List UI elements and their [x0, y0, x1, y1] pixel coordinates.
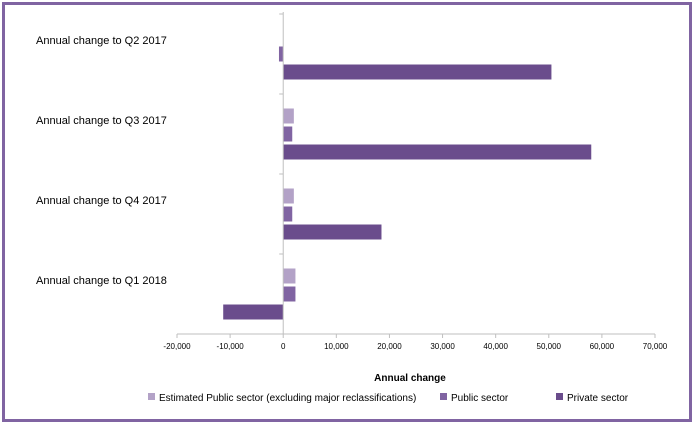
category-label-3: Annual change to Q4 2017	[36, 195, 167, 207]
x-tick-label-9: 60,000	[590, 342, 615, 351]
category-label-1: Annual change to Q2 2017	[36, 35, 167, 47]
legend-swatch-3	[556, 393, 563, 400]
category-label-2: Annual change to Q3 2017	[36, 115, 167, 127]
category-label-4: Annual change to Q1 2018	[36, 275, 167, 287]
x-tick-label-2: -10,000	[217, 342, 245, 351]
bar-1-4	[283, 268, 296, 284]
bar-3-4	[223, 304, 284, 320]
x-tick-label-4: 10,000	[324, 342, 349, 351]
x-tick-label-5: 20,000	[377, 342, 402, 351]
axes-group	[176, 12, 656, 338]
legend-swatch-1	[148, 393, 155, 400]
x-tick-label-3: 0	[281, 342, 286, 351]
x-tick-label-10: 70,000	[643, 342, 668, 351]
legend-label-2: Public sector	[451, 393, 509, 404]
bar-2-1	[278, 46, 284, 62]
legend-swatch-2	[440, 393, 447, 400]
legend-label-1: Estimated Public sector (excluding major…	[159, 393, 416, 404]
x-tick-label-6: 30,000	[430, 342, 455, 351]
bar-1-2	[283, 108, 294, 124]
x-tick-label-8: 50,000	[537, 342, 562, 351]
bar-3-3	[283, 224, 382, 240]
category-labels: Annual change to Q2 2017 Annual change to…	[36, 35, 167, 287]
legend-label-3: Private sector	[567, 393, 629, 404]
tick-labels: -20,000 -10,000 0 10,000 20,000 30,000 40,000 5…	[163, 342, 667, 351]
bar-3-2	[283, 144, 592, 160]
bars-group	[223, 46, 592, 320]
bar-3-1	[283, 64, 552, 80]
x-axis-title: Annual change	[374, 373, 446, 384]
legend: Estimated Public sector (excluding major…	[148, 393, 629, 404]
x-tick-label-7: 40,000	[483, 342, 508, 351]
bar-2-4	[283, 286, 296, 302]
bar-2-2	[283, 126, 293, 142]
bar-1-3	[283, 188, 294, 204]
bar-2-3	[283, 206, 293, 222]
x-tick-label-1: -20,000	[163, 342, 191, 351]
